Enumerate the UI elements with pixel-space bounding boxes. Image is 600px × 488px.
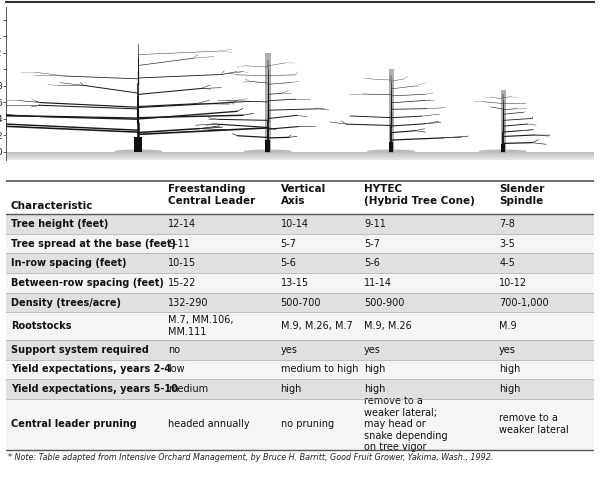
- Bar: [6, 312, 594, 340]
- Bar: [6, 214, 594, 234]
- Text: 11-14: 11-14: [364, 278, 392, 288]
- Text: yes: yes: [281, 345, 298, 355]
- Text: 4-5: 4-5: [499, 258, 515, 268]
- Text: Vertical
Axis: Vertical Axis: [281, 184, 326, 206]
- Bar: [6, 234, 594, 253]
- Bar: [265, 53, 270, 152]
- Text: 500-700: 500-700: [281, 298, 321, 307]
- Text: 5-6: 5-6: [364, 258, 380, 268]
- Text: 10-12: 10-12: [499, 278, 527, 288]
- Text: 9-11: 9-11: [168, 239, 190, 249]
- Text: M.9: M.9: [499, 321, 517, 331]
- Text: Support system required: Support system required: [11, 345, 149, 355]
- Text: Between-row spacing (feet): Between-row spacing (feet): [11, 278, 164, 288]
- Text: high: high: [364, 365, 386, 374]
- Text: 132-290: 132-290: [168, 298, 209, 307]
- Text: 13-15: 13-15: [281, 278, 309, 288]
- Bar: [500, 90, 505, 152]
- Bar: [134, 137, 142, 152]
- Text: yes: yes: [499, 345, 516, 355]
- Bar: [6, 155, 594, 156]
- Text: * Note: Table adapted from Intensive Orchard Management, by Bruce H. Barritt, Go: * Note: Table adapted from Intensive Orc…: [8, 452, 494, 462]
- Text: high: high: [499, 365, 520, 374]
- Polygon shape: [244, 150, 291, 152]
- Text: remove to a
weaker lateral;
may head or
snake depending
on tree vigor: remove to a weaker lateral; may head or …: [364, 396, 448, 452]
- Text: 7-8: 7-8: [499, 219, 515, 229]
- Text: headed annually: headed annually: [168, 419, 250, 429]
- Bar: [6, 340, 594, 360]
- Text: 9-11: 9-11: [364, 219, 386, 229]
- Text: high: high: [364, 384, 386, 394]
- Text: 5-7: 5-7: [364, 239, 380, 249]
- Text: Freestanding
Central Leader: Freestanding Central Leader: [168, 184, 256, 206]
- Text: remove to a
weaker lateral: remove to a weaker lateral: [499, 413, 569, 435]
- Bar: [6, 379, 594, 399]
- Text: 5-6: 5-6: [281, 258, 296, 268]
- Text: 5-7: 5-7: [281, 239, 296, 249]
- Text: no: no: [168, 345, 180, 355]
- Bar: [6, 153, 594, 154]
- Bar: [389, 142, 394, 152]
- Polygon shape: [479, 150, 526, 152]
- Text: medium: medium: [168, 384, 208, 394]
- Text: high: high: [281, 384, 302, 394]
- Text: Rootstocks: Rootstocks: [11, 321, 71, 331]
- Bar: [6, 152, 594, 153]
- Text: no pruning: no pruning: [281, 419, 334, 429]
- Bar: [389, 69, 394, 152]
- Text: 3-5: 3-5: [499, 239, 515, 249]
- Bar: [6, 360, 594, 379]
- Text: Yield expectations, years 5-10: Yield expectations, years 5-10: [11, 384, 178, 394]
- Bar: [6, 273, 594, 293]
- Bar: [6, 399, 594, 449]
- Text: Tree height (feet): Tree height (feet): [11, 219, 108, 229]
- Text: Slender
Spindle: Slender Spindle: [499, 184, 544, 206]
- Bar: [265, 140, 270, 152]
- Text: M.7, MM.106,
MM.111: M.7, MM.106, MM.111: [168, 315, 233, 337]
- Text: medium to high: medium to high: [281, 365, 358, 374]
- Text: 10-14: 10-14: [281, 219, 308, 229]
- Text: 12-14: 12-14: [168, 219, 196, 229]
- Bar: [6, 156, 594, 157]
- Text: Central leader pruning: Central leader pruning: [11, 419, 136, 429]
- Text: HYTEC
(Hybrid Tree Cone): HYTEC (Hybrid Tree Cone): [364, 184, 475, 206]
- Text: Characteristic: Characteristic: [11, 201, 93, 211]
- Bar: [6, 159, 594, 160]
- Text: 700-1,000: 700-1,000: [499, 298, 549, 307]
- Bar: [6, 157, 594, 158]
- Text: 15-22: 15-22: [168, 278, 197, 288]
- Bar: [6, 154, 594, 155]
- Text: low: low: [168, 365, 185, 374]
- Bar: [6, 293, 594, 312]
- Bar: [6, 158, 594, 159]
- Text: 10-15: 10-15: [168, 258, 196, 268]
- Bar: [500, 144, 505, 152]
- Text: Density (trees/acre): Density (trees/acre): [11, 298, 121, 307]
- Text: M.9, M.26: M.9, M.26: [364, 321, 412, 331]
- Text: M.9, M.26, M.7: M.9, M.26, M.7: [281, 321, 352, 331]
- Bar: [6, 181, 594, 214]
- Polygon shape: [115, 150, 162, 152]
- Bar: [6, 253, 594, 273]
- Text: high: high: [499, 384, 520, 394]
- Text: 500-900: 500-900: [364, 298, 404, 307]
- Text: In-row spacing (feet): In-row spacing (feet): [11, 258, 126, 268]
- Text: Tree spread at the base (feet): Tree spread at the base (feet): [11, 239, 176, 249]
- Text: yes: yes: [364, 345, 381, 355]
- Text: Yield expectations, years 2-4: Yield expectations, years 2-4: [11, 365, 171, 374]
- Polygon shape: [368, 150, 415, 152]
